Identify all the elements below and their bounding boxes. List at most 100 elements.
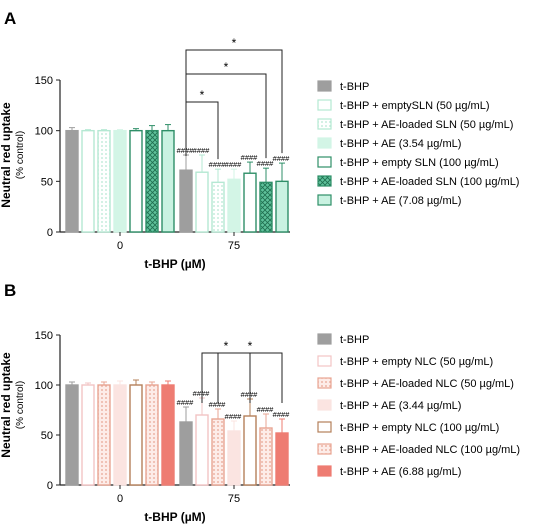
- panel-b-bar: [179, 421, 193, 486]
- panel-b-legend-label: t-BHP + AE-loaded NLC (100 µg/mL): [340, 444, 520, 456]
- panel-a-legend-label: t-BHP + AE (3.54 µg/mL): [340, 138, 461, 150]
- panel-a-legend-swatch: [317, 137, 332, 149]
- panel-a-significance-hash: ####: [257, 159, 275, 168]
- panel-b-plot: 0501001500############################75…: [35, 330, 291, 505]
- panel-b-x-tick-label: 75: [228, 493, 240, 505]
- panel-b-y-tick-label: 100: [35, 380, 53, 392]
- panel-a-legend-swatch: [317, 118, 332, 130]
- panel-b-y-tick-label: 150: [35, 330, 53, 342]
- panel-b-xlabel: t-BHP (µM): [144, 510, 205, 524]
- panel-b-bar: [129, 384, 143, 486]
- panel-a-significance-hash: ####: [177, 146, 195, 155]
- panel-a: A Neutral red uptake (% control) 0 50 100 1…: [0, 9, 519, 271]
- panel-b-significance-hash: ####: [257, 405, 275, 414]
- panel-a-x-tick-label: 0: [117, 240, 123, 252]
- panel-b-bar: [161, 384, 175, 486]
- panel-b-legend-swatch: [317, 421, 332, 433]
- panel-b-bar: [145, 384, 159, 486]
- panel-b-significance-bracket: [217, 352, 283, 403]
- panel-b-significance-hash: ####: [225, 412, 243, 421]
- panel-a-y-axis-label: Neutral red uptake (% control): [0, 102, 26, 208]
- panel-a-bar: [65, 129, 79, 233]
- panel-a-bar: [179, 169, 193, 233]
- panel-b-significance-hash: ####: [241, 390, 259, 399]
- panel-a-legend-label: t-BHP + emptySLN (50 µg/mL): [340, 100, 490, 112]
- panel-a-y-tick-label: 50: [41, 176, 53, 188]
- panel-a-bar: [161, 129, 175, 233]
- panel-b-bar: [113, 384, 127, 486]
- panel-a-bar: [113, 129, 127, 233]
- panel-a-legend-label: t-BHP + AE (7.08 µg/mL): [340, 195, 461, 207]
- panel-a-bar: [145, 129, 159, 233]
- panel-b-bar: [81, 384, 95, 486]
- panel-a-y-tick-label: 0: [47, 227, 53, 239]
- panel-b-bar: [65, 384, 79, 486]
- panel-b-ylabel: Neutral red uptake: [0, 352, 13, 458]
- panel-b-legend-swatch: [317, 377, 332, 389]
- panel-b-legend-label: t-BHP + AE-loaded NLC (50 µg/mL): [340, 378, 514, 390]
- panel-b-y-tick-label: 50: [41, 430, 53, 442]
- panel-a-legend-label: t-BHP + AE-loaded SLN (100 µg/mL): [340, 176, 519, 188]
- panel-b-bar: [243, 415, 257, 486]
- panel-b-bar: [275, 432, 289, 486]
- panel-b-legend-label: t-BHP + empty NLC (100 µg/mL): [340, 422, 499, 434]
- panel-a-significance-star: *: [224, 60, 229, 74]
- panel-b-legend-label: t-BHP + empty NLC (50 µg/mL): [340, 356, 493, 368]
- panel-b-letter: B: [4, 281, 16, 300]
- panel-b-legend-swatch: [317, 465, 332, 477]
- panel-a-letter: A: [4, 9, 16, 28]
- panel-a-legend: t-BHP t-BHP + emptySLN (50 µg/mL) t-BHP + …: [317, 80, 519, 207]
- panel-b-significance-hash: ####: [209, 400, 227, 409]
- panel-b-bar: [259, 427, 273, 486]
- panel-a-bar: [81, 129, 95, 233]
- panel-a-xlabel: t-BHP (µM): [144, 257, 205, 271]
- panel-a-ylabel-unit: (% control): [15, 131, 26, 179]
- panel-a-significance-hash: ####: [225, 160, 243, 169]
- panel-b-legend-swatch: [317, 333, 332, 345]
- panel-a-legend-swatch: [317, 194, 332, 206]
- panel-b-significance-star: *: [248, 339, 253, 353]
- panel-a-bar: [243, 172, 257, 233]
- panel-b-x-tick-label: 0: [117, 493, 123, 505]
- panel-a-legend-swatch: [317, 99, 332, 111]
- panel-b-significance-star: *: [224, 339, 229, 353]
- panel-a-significance-star: *: [200, 88, 205, 102]
- panel-a-significance-hash: ####: [209, 160, 227, 169]
- panel-b-legend-swatch: [317, 443, 332, 455]
- panel-b-y-axis-label: Neutral red uptake (% control): [0, 352, 26, 458]
- panel-a-ylabel: Neutral red uptake: [0, 102, 13, 208]
- panel-a-significance-star: *: [232, 36, 237, 50]
- panel-b-legend-label: t-BHP + AE (6.88 µg/mL): [340, 466, 461, 478]
- panel-a-significance-bracket: [185, 49, 283, 156]
- panel-a-y-tick-label: 100: [35, 126, 53, 138]
- panel-b-bar: [211, 418, 225, 486]
- panel-b-significance-hash: ####: [177, 398, 195, 407]
- panel-a-bar: [275, 180, 289, 233]
- panel-b-ylabel-unit: (% control): [15, 381, 26, 429]
- panel-b-significance-hash: ####: [273, 410, 291, 419]
- panel-b-bar: [227, 430, 241, 486]
- panel-b-significance-hash: ####: [193, 389, 211, 398]
- panel-b-legend: t-BHP t-BHP + empty NLC (50 µg/mL) t-BHP +…: [317, 333, 520, 478]
- panel-a-legend-swatch: [317, 80, 332, 92]
- panel-b-legend-label: t-BHP + AE (3.44 µg/mL): [340, 400, 461, 412]
- panel-b-legend-swatch: [317, 355, 332, 367]
- panel-a-bar: [129, 129, 143, 233]
- panel-b-legend-label: t-BHP: [340, 334, 369, 346]
- panel-b-bar: [97, 384, 111, 486]
- panel-b-legend-swatch: [317, 399, 332, 411]
- panel-a-legend-label: t-BHP + empty SLN (100 µg/mL): [340, 157, 499, 169]
- panel-b: B Neutral red uptake (% control) 0 50 100 1…: [0, 281, 520, 524]
- panel-a-legend-swatch: [317, 175, 332, 187]
- panel-b-y-tick-label: 0: [47, 480, 53, 492]
- panel-a-bar: [195, 171, 209, 233]
- panel-a-legend-label: t-BHP: [340, 81, 369, 93]
- panel-a-legend-swatch: [317, 156, 332, 168]
- panel-a-bar: [259, 181, 273, 233]
- panel-a-significance-hash: ####: [273, 154, 291, 163]
- panel-a-bar: [97, 129, 111, 233]
- panel-a-significance-hash: ####: [241, 153, 259, 162]
- panel-a-bar: [211, 181, 225, 233]
